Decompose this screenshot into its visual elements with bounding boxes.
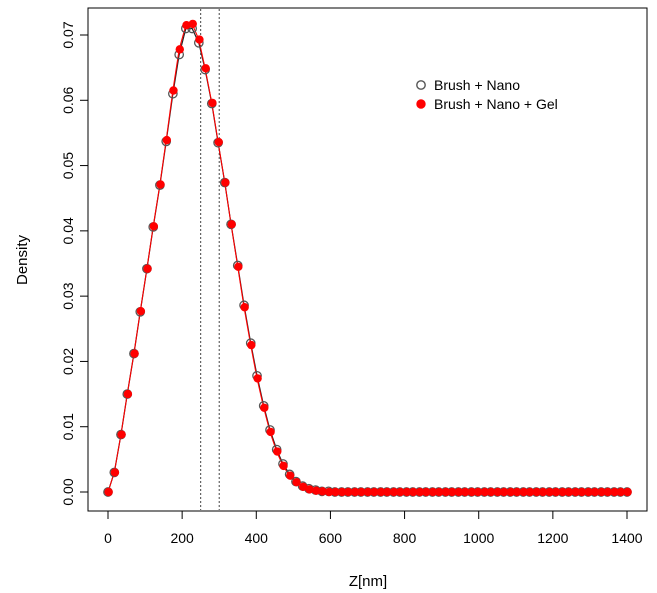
y-tick-label: 0.04 xyxy=(60,217,76,244)
point-brush-nano-gel xyxy=(201,64,210,73)
point-brush-nano-gel xyxy=(162,135,172,145)
point-brush-nano-gel xyxy=(175,45,184,54)
point-brush-nano-gel xyxy=(123,389,133,399)
point-brush-nano-gel xyxy=(110,468,120,477)
point-brush-nano-gel xyxy=(286,471,295,480)
x-tick-label: 1000 xyxy=(463,530,494,546)
x-tick-label: 1200 xyxy=(537,530,568,546)
point-brush-nano-gel xyxy=(623,487,632,497)
point-brush-nano-gel xyxy=(260,403,269,412)
y-tick-label: 0.03 xyxy=(60,282,76,309)
point-brush-nano-gel xyxy=(143,264,152,273)
point-brush-nano-gel xyxy=(130,349,139,358)
x-tick-label: 800 xyxy=(393,530,417,546)
point-brush-nano-gel xyxy=(117,430,126,439)
point-brush-nano-gel xyxy=(188,19,197,29)
x-tick-label: 200 xyxy=(170,530,194,546)
point-brush-nano-gel xyxy=(156,180,165,189)
x-tick-label: 0 xyxy=(104,530,112,546)
x-tick-label: 1400 xyxy=(611,530,642,546)
y-tick-label: 0.05 xyxy=(60,152,76,179)
point-brush-nano-gel xyxy=(195,35,204,44)
point-brush-nano-gel xyxy=(247,340,256,350)
legend-label-brush-nano: Brush + Nano xyxy=(434,77,520,93)
legend-marker-brush-nano-gel xyxy=(416,99,426,109)
plot-points xyxy=(103,19,632,497)
y-tick-label: 0.01 xyxy=(60,413,76,440)
x-tick-label: 600 xyxy=(319,530,343,546)
point-brush-nano-gel xyxy=(253,374,262,383)
x-tick-label: 400 xyxy=(245,530,269,546)
y-tick-label: 0.00 xyxy=(60,478,76,505)
point-brush-nano-gel xyxy=(104,487,113,497)
point-brush-nano-gel xyxy=(292,478,301,487)
y-tick-label: 0.07 xyxy=(60,21,76,48)
point-brush-nano-gel xyxy=(149,222,159,231)
point-brush-nano-gel xyxy=(279,461,288,471)
point-brush-nano-gel xyxy=(273,447,282,456)
point-brush-nano-gel xyxy=(227,220,236,229)
y-axis: 0.00 0.01 0.02 0.03 0.04 0.05 0.06 0.07 xyxy=(60,21,89,506)
x-axis-title: Z[nm] xyxy=(349,573,387,590)
point-brush-nano-gel xyxy=(169,86,178,95)
point-brush-nano-gel xyxy=(266,427,275,437)
y-tick-label: 0.02 xyxy=(60,348,76,375)
x-axis: 0 200 400 600 800 1000 1200 1400 xyxy=(104,510,643,546)
legend-label-brush-nano-gel: Brush + Nano + Gel xyxy=(434,96,558,112)
point-brush-nano-gel xyxy=(214,137,223,147)
point-brush-nano-gel xyxy=(136,306,146,316)
point-brush-nano-gel xyxy=(221,178,230,187)
legend: Brush + Nano Brush + Nano + Gel xyxy=(416,77,558,112)
y-axis-title: Density xyxy=(14,234,31,285)
point-brush-nano-gel xyxy=(234,262,243,271)
point-brush-nano-gel xyxy=(240,303,249,312)
y-tick-label: 0.06 xyxy=(60,86,76,113)
point-brush-nano-gel xyxy=(208,98,217,108)
legend-marker-brush-nano xyxy=(416,80,426,90)
